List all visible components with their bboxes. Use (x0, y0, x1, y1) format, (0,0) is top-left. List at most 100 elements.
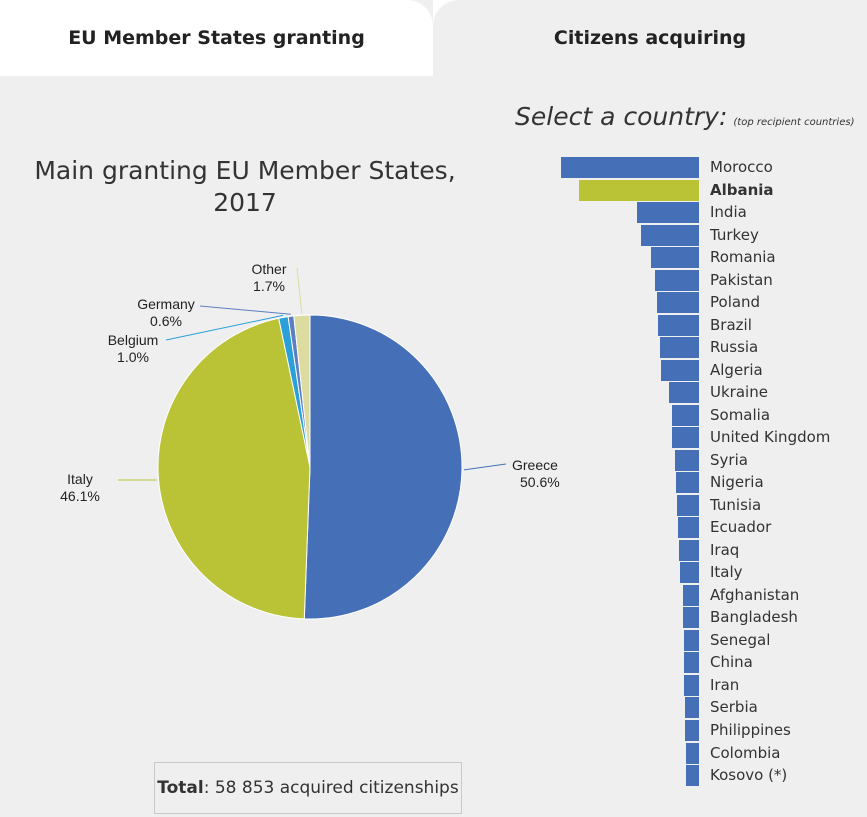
country-bar[interactable] (684, 697, 699, 719)
country-bar[interactable] (675, 472, 699, 494)
country-label[interactable]: Pakistan (710, 270, 773, 289)
pie-label-germany: Germany (137, 296, 195, 312)
country-bar[interactable] (683, 652, 699, 674)
country-label[interactable]: Senegal (710, 630, 771, 649)
country-label[interactable]: Iran (710, 675, 740, 694)
country-label[interactable]: Tunisia (710, 495, 762, 514)
country-row-senegal[interactable]: Senegal (0, 629, 867, 651)
country-row-united-kingdom[interactable]: United Kingdom (0, 427, 867, 449)
pie-leader-greece (463, 463, 507, 471)
pie-value-germany: 0.6% (150, 313, 182, 329)
country-label[interactable]: Nigeria (710, 473, 764, 492)
country-bar[interactable] (679, 562, 699, 584)
country-label[interactable]: Poland (710, 293, 761, 312)
country-label[interactable]: Turkey (710, 225, 759, 244)
selector-title-text: Select a country: (515, 102, 728, 131)
country-label[interactable]: Colombia (710, 743, 781, 762)
country-label[interactable]: Kosovo (*) (710, 766, 788, 785)
tab-bar: Citizens acquiring EU Member States gran… (0, 0, 867, 76)
country-bar[interactable] (636, 202, 699, 224)
tab-citizens-acquiring[interactable]: Citizens acquiring (433, 0, 867, 76)
pie-slice-other[interactable] (293, 314, 311, 468)
country-row-albania[interactable]: Albania (0, 179, 867, 201)
country-row-romania[interactable]: Romania (0, 247, 867, 269)
country-bar[interactable] (685, 742, 699, 764)
country-bar[interactable] (657, 314, 699, 336)
pie-label-other: Other (251, 261, 286, 277)
country-label[interactable]: Serbia (710, 698, 758, 717)
country-label[interactable]: Ecuador (710, 518, 772, 537)
country-label[interactable]: Somalia (710, 405, 771, 424)
country-label[interactable]: China (710, 653, 753, 672)
total-box: Total: 58 853 acquired citizenships (154, 762, 462, 814)
pie-label-greece: Greece (512, 457, 558, 473)
country-label[interactable]: Bangladesh (710, 608, 798, 627)
country-row-kosovo[interactable]: Kosovo (*) (0, 765, 867, 787)
country-row-india[interactable]: India (0, 202, 867, 224)
country-row-iran[interactable]: Iran (0, 674, 867, 696)
country-bar[interactable] (682, 607, 699, 629)
country-row-tunisia[interactable]: Tunisia (0, 494, 867, 516)
country-row-russia[interactable]: Russia (0, 337, 867, 359)
country-label[interactable]: India (710, 203, 747, 222)
country-bar[interactable] (668, 382, 699, 404)
country-row-morocco[interactable]: Morocco (0, 157, 867, 178)
country-row-nigeria[interactable]: Nigeria (0, 472, 867, 494)
country-row-serbia[interactable]: Serbia (0, 697, 867, 719)
pie-slice-italy[interactable] (157, 317, 311, 620)
country-row-iraq[interactable]: Iraq (0, 539, 867, 561)
country-label[interactable]: Algeria (710, 360, 763, 379)
pie-value-greece: 50.6% (520, 474, 560, 490)
country-bar[interactable] (683, 629, 699, 651)
country-bar[interactable] (671, 427, 699, 449)
country-label[interactable]: Afghanistan (710, 585, 800, 604)
country-bar[interactable] (660, 359, 699, 381)
country-row-turkey[interactable]: Turkey (0, 224, 867, 246)
country-label[interactable]: Ukraine (710, 383, 768, 402)
country-row-poland[interactable]: Poland (0, 292, 867, 314)
country-row-brazil[interactable]: Brazil (0, 314, 867, 336)
country-row-syria[interactable]: Syria (0, 449, 867, 471)
country-bar[interactable] (682, 584, 699, 606)
country-bar[interactable] (677, 517, 699, 539)
country-bar[interactable] (676, 494, 699, 516)
country-bar[interactable] (640, 224, 699, 246)
country-label[interactable]: Albania (710, 180, 774, 199)
country-bar[interactable] (561, 157, 699, 178)
tab-eu-member-states-granting[interactable]: EU Member States granting (0, 0, 433, 76)
country-row-afghanistan[interactable]: Afghanistan (0, 584, 867, 606)
country-label[interactable]: Brazil (710, 315, 752, 334)
country-bar[interactable] (683, 674, 699, 696)
country-row-algeria[interactable]: Algeria (0, 359, 867, 381)
country-bar[interactable] (674, 449, 699, 471)
country-row-pakistan[interactable]: Pakistan (0, 269, 867, 291)
country-bar[interactable] (650, 247, 699, 269)
country-bar[interactable] (659, 337, 699, 359)
country-label[interactable]: Philippines (710, 721, 791, 739)
country-bar[interactable] (579, 179, 699, 201)
country-label[interactable]: Morocco (710, 158, 773, 176)
country-row-italy[interactable]: Italy (0, 562, 867, 584)
country-label[interactable]: United Kingdom (710, 428, 831, 447)
country-row-somalia[interactable]: Somalia (0, 404, 867, 426)
country-row-ukraine[interactable]: Ukraine (0, 382, 867, 404)
country-row-bangladesh[interactable]: Bangladesh (0, 607, 867, 629)
country-row-china[interactable]: China (0, 652, 867, 674)
country-bar[interactable] (684, 720, 699, 741)
pie-leader-germany (199, 305, 291, 315)
country-bar[interactable] (678, 539, 699, 561)
pie-slice-greece[interactable] (303, 314, 463, 620)
country-row-ecuador[interactable]: Ecuador (0, 517, 867, 539)
pie-chart-title-line2: 2017 (213, 188, 277, 217)
country-label[interactable]: Russia (710, 338, 759, 357)
country-bar[interactable] (654, 269, 699, 291)
country-row-colombia[interactable]: Colombia (0, 742, 867, 764)
country-label[interactable]: Iraq (710, 540, 740, 559)
country-bar[interactable] (685, 765, 699, 787)
country-row-philippines[interactable]: Philippines (0, 720, 867, 741)
country-label[interactable]: Syria (710, 450, 748, 469)
country-label[interactable]: Italy (710, 563, 743, 582)
country-bar[interactable] (656, 292, 699, 314)
country-label[interactable]: Romania (710, 248, 776, 267)
country-bar[interactable] (671, 404, 699, 426)
